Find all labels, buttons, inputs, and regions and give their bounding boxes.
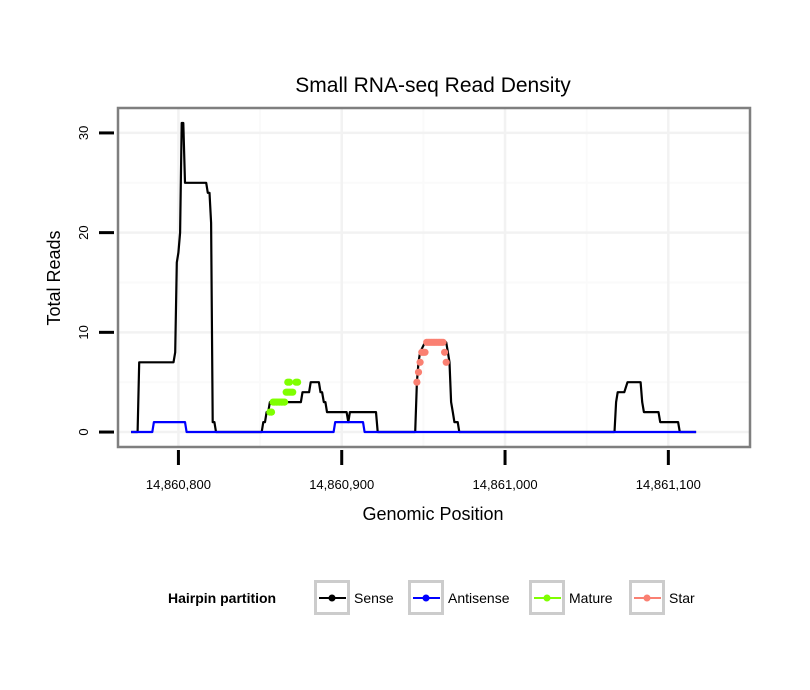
series-sense: [131, 121, 697, 434]
series-layer: [131, 121, 697, 434]
legend-item-mature: Mature: [529, 580, 613, 615]
legend-label: Sense: [354, 590, 394, 606]
y-axis: 0 10 20 30: [76, 126, 114, 436]
legend-key-point: [328, 594, 336, 602]
plot-border: [116, 106, 752, 449]
data-point-star: [416, 358, 424, 366]
data-point-mature: [289, 388, 297, 396]
legend-item-star: Star: [629, 580, 695, 615]
y-tick-label: 20: [76, 225, 91, 239]
legend-label: Star: [669, 590, 695, 606]
legend-item-antisense: Antisense: [408, 580, 510, 615]
x-tick-label: 14,861,000: [472, 477, 537, 492]
data-point-mature: [294, 378, 302, 386]
series-line-antisense: [131, 421, 697, 434]
data-point-star: [421, 348, 429, 356]
data-point-mature: [267, 408, 276, 416]
legend-label: Mature: [569, 590, 613, 606]
data-point-star: [413, 378, 421, 386]
x-axis: 14,860,800 14,860,900 14,861,000 14,861,100: [146, 450, 701, 492]
chart-title: Small RNA-seq Read Density: [295, 74, 571, 97]
y-axis-title: Total Reads: [44, 230, 64, 325]
series-line-sense: [131, 121, 697, 434]
data-point-star: [442, 358, 450, 366]
legend-title: Hairpin partition: [168, 590, 276, 606]
legend-label: Antisense: [448, 590, 510, 606]
x-tick-label: 14,860,800: [146, 477, 211, 492]
legend-key-point: [643, 594, 651, 602]
data-point-star: [441, 348, 449, 356]
data-point-mature: [285, 378, 294, 386]
legend-item-sense: Sense: [314, 580, 394, 615]
legend-key-point: [422, 594, 430, 602]
series-star: [413, 338, 450, 386]
y-tick-label: 30: [76, 126, 91, 140]
series-mature: [266, 378, 302, 416]
x-tick-label: 14,861,100: [636, 477, 701, 492]
x-tick-label: 14,860,900: [309, 477, 374, 492]
series-antisense: [131, 421, 697, 434]
grid-minor: [118, 108, 750, 447]
x-axis-title: Genomic Position: [362, 504, 503, 524]
data-point-star: [414, 368, 423, 376]
legend: Hairpin partition Sense Antisense Mature St…: [168, 580, 695, 615]
data-point-mature: [281, 398, 289, 406]
y-tick-label: 10: [76, 325, 91, 339]
y-tick-label: 0: [76, 428, 91, 435]
legend-key-point: [543, 594, 551, 602]
data-point-star: [439, 338, 447, 346]
plot-panel: [118, 108, 750, 447]
